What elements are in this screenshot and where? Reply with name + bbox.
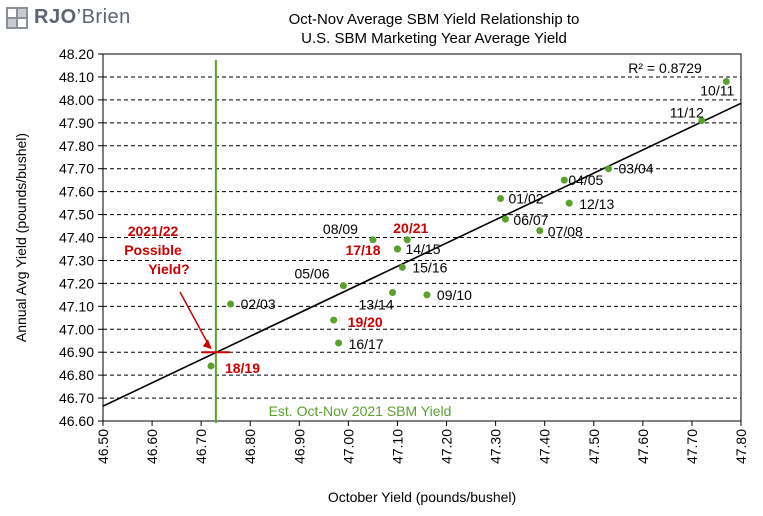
data-point bbox=[207, 362, 215, 370]
y-tick-label: 47.70 bbox=[59, 161, 94, 177]
y-tick-label: 47.80 bbox=[59, 138, 94, 154]
data-point-label: 15/16 bbox=[412, 259, 447, 275]
y-tick-label: 47.30 bbox=[59, 252, 94, 268]
logo-mark-icon bbox=[6, 6, 28, 29]
data-point-label: 14/15 bbox=[405, 241, 440, 257]
data-point-label: 18/19 bbox=[225, 360, 260, 376]
data-point-label: 16/17 bbox=[349, 336, 384, 352]
data-point-label: 12/13 bbox=[579, 196, 614, 212]
y-tick-label: 48.00 bbox=[59, 92, 94, 108]
y-tick-label: 48.10 bbox=[59, 69, 94, 85]
data-point bbox=[227, 300, 235, 308]
x-tick-label: 46.60 bbox=[144, 429, 160, 464]
data-point-label: 06/07 bbox=[513, 212, 548, 228]
x-tick-label: 47.50 bbox=[586, 429, 602, 464]
data-point-label: 03/04 bbox=[618, 161, 653, 177]
y-tick-label: 47.90 bbox=[59, 115, 94, 131]
data-point bbox=[722, 78, 730, 86]
data-point-label: 07/08 bbox=[548, 224, 583, 240]
y-tick-label: 47.20 bbox=[59, 275, 94, 291]
data-point-label: 02/03 bbox=[241, 296, 276, 312]
estimate-arrow-line bbox=[179, 291, 211, 348]
data-point bbox=[560, 176, 568, 184]
data-point-label: 20/21 bbox=[393, 220, 428, 236]
data-point bbox=[604, 165, 612, 173]
x-tick-label: 46.80 bbox=[242, 429, 258, 464]
x-tick-label: 47.20 bbox=[439, 429, 455, 464]
y-axis-label: Annual Avg Yield (pounds/bushel) bbox=[13, 133, 29, 342]
x-tick-label: 47.80 bbox=[733, 429, 749, 464]
rjobrien-logo: RJO’Brien bbox=[6, 6, 131, 29]
data-point-label: 04/05 bbox=[568, 172, 603, 188]
x-tick-label: 46.70 bbox=[193, 429, 209, 464]
x-tick-label: 47.00 bbox=[340, 429, 356, 464]
estimate-annotation: 2021/22 bbox=[128, 223, 179, 239]
data-point bbox=[330, 316, 338, 324]
y-tick-label: 46.70 bbox=[59, 390, 94, 406]
y-tick-label: 47.50 bbox=[59, 207, 94, 223]
trendline bbox=[102, 102, 742, 407]
data-point bbox=[393, 245, 401, 253]
x-tick-label: 47.40 bbox=[537, 429, 553, 464]
data-point-label: 19/20 bbox=[348, 314, 383, 330]
y-tick-label: 46.60 bbox=[59, 413, 94, 429]
x-tick-label: 47.70 bbox=[684, 429, 700, 464]
data-point bbox=[698, 117, 706, 125]
estimate-annotation: Possible bbox=[124, 242, 182, 258]
data-point bbox=[536, 227, 544, 235]
chart-title-line: Oct-Nov Average SBM Yield Relationship t… bbox=[289, 11, 580, 28]
y-tick-label: 48.20 bbox=[59, 46, 94, 62]
y-tick-label: 47.40 bbox=[59, 230, 94, 246]
estimate-annotation: Yield? bbox=[148, 261, 190, 277]
y-tick-label: 46.90 bbox=[59, 344, 94, 360]
data-point bbox=[398, 263, 406, 271]
data-point bbox=[501, 215, 509, 223]
data-point bbox=[339, 282, 347, 290]
data-point-label: 05/06 bbox=[294, 266, 329, 282]
vertical-line-label: Est. Oct-Nov 2021 SBM Yield bbox=[269, 403, 452, 419]
data-point bbox=[403, 236, 411, 244]
chart-title-line: U.S. SBM Marketing Year Average Yield bbox=[301, 30, 567, 47]
y-tick-label: 47.00 bbox=[59, 321, 94, 337]
x-tick-label: 46.50 bbox=[95, 429, 111, 464]
data-point bbox=[423, 291, 431, 299]
plot-area bbox=[102, 53, 742, 422]
y-tick-label: 46.80 bbox=[59, 367, 94, 383]
estimate-arrow-head bbox=[202, 339, 212, 350]
logo-text: RJO’Brien bbox=[34, 6, 131, 28]
x-tick-label: 47.10 bbox=[389, 429, 405, 464]
y-tick-label: 47.10 bbox=[59, 298, 94, 314]
data-point bbox=[369, 236, 377, 244]
r-squared-label: R² = 0.8729 bbox=[628, 60, 702, 76]
data-point-label: 08/09 bbox=[323, 221, 358, 237]
x-tick-label: 46.90 bbox=[291, 429, 307, 464]
data-point bbox=[565, 199, 573, 207]
data-point-label: 01/02 bbox=[509, 191, 544, 207]
data-point bbox=[497, 195, 505, 203]
data-point-label: 17/18 bbox=[345, 242, 380, 258]
data-point bbox=[335, 339, 343, 347]
data-point-label: 11/12 bbox=[670, 105, 704, 121]
x-tick-label: 47.30 bbox=[488, 429, 504, 464]
x-tick-label: 47.60 bbox=[635, 429, 651, 464]
x-axis-label: October Yield (pounds/bushel) bbox=[328, 489, 516, 505]
data-point-label: 09/10 bbox=[437, 287, 472, 303]
y-tick-label: 47.60 bbox=[59, 184, 94, 200]
data-point-label: 13/14 bbox=[359, 297, 394, 313]
data-point bbox=[389, 289, 397, 297]
data-point-label: 10/11 bbox=[700, 83, 734, 99]
